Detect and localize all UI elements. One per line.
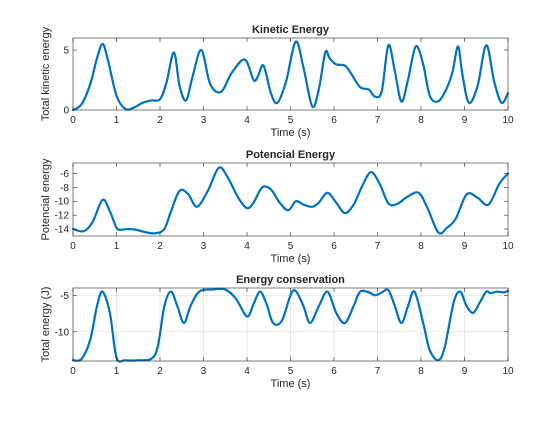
chart1-x-tick-label-0: 0 (70, 115, 76, 126)
chart2-x-tick-label-6: 6 (331, 241, 337, 252)
chart3-x-tick-label-7: 7 (375, 366, 381, 377)
chart1-x-tick-label-5: 5 (288, 115, 294, 126)
chart3-x-tick-label-8: 8 (418, 366, 424, 377)
chart2-y-tick-label-3: -8 (60, 183, 69, 194)
chart1-x-tick-label-4: 4 (244, 115, 250, 126)
chart2-y-tick-label-2: -10 (55, 197, 70, 208)
chart3-series-line-0 (71, 287, 510, 363)
chart3-x-axis-label: Time (s) (271, 378, 311, 390)
chart1-x-tick-label-8: 8 (418, 115, 424, 126)
chart1-series-line-0 (71, 40, 510, 112)
chart3-x-tick-label-0: 0 (70, 366, 76, 377)
chart2-x-tick-label-3: 3 (201, 241, 207, 252)
chart3-x-tick-label-3: 3 (201, 366, 207, 377)
chart1-x-tick-label-2: 2 (157, 115, 163, 126)
chart3-x-tick-label-6: 6 (331, 366, 337, 377)
chart1-title: Kinetic Energy (252, 24, 330, 36)
chart2-series-line-0 (71, 166, 510, 235)
chart2-x-axis-label: Time (s) (271, 253, 311, 265)
chart1-y-tick-label-1: 5 (63, 46, 69, 57)
chart2-x-tick-label-5: 5 (288, 241, 294, 252)
chart1-y-tick-label-0: 0 (63, 106, 69, 117)
chart1-x-tick-label-10: 10 (502, 115, 514, 126)
chart3-title: Energy conservation (236, 274, 345, 286)
chart1-plot-area (73, 38, 508, 110)
chart1-x-tick-label-9: 9 (462, 115, 468, 126)
chart3-x-tick-label-2: 2 (157, 366, 163, 377)
chart2-x-tick-label-9: 9 (462, 241, 468, 252)
chart2-title: Potencial Energy (246, 149, 336, 161)
chart2-x-tick-label-8: 8 (418, 241, 424, 252)
chart2-y-tick-label-0: -14 (55, 225, 70, 236)
chart2-x-tick-label-10: 10 (502, 241, 514, 252)
chart2-y-tick-label-1: -12 (55, 211, 70, 222)
chart2-x-tick-label-7: 7 (375, 241, 381, 252)
chart3-x-tick-label-9: 9 (462, 366, 468, 377)
chart2-y-axis-label: Potencial energy (40, 158, 52, 240)
chart1-x-tick-label-1: 1 (114, 115, 120, 126)
chart3-y-tick-label-1: -5 (60, 291, 69, 302)
chart1-x-tick-label-3: 3 (201, 115, 207, 126)
chart2-x-tick-label-2: 2 (157, 241, 163, 252)
chart3-x-tick-label-10: 10 (502, 366, 514, 377)
chart2-x-tick-label-1: 1 (114, 241, 120, 252)
chart3-x-tick-label-5: 5 (288, 366, 294, 377)
chart3-y-tick-label-0: -10 (55, 327, 70, 338)
chart1-y-axis-label: Total kinetic energy (40, 26, 52, 121)
chart3-y-axis-label: Total energy (J) (40, 287, 52, 363)
chart1-x-tick-label-7: 7 (375, 115, 381, 126)
chart2-y-tick-label-4: -6 (60, 169, 69, 180)
chart1-x-axis-label: Time (s) (271, 127, 311, 139)
chart2-x-tick-label-4: 4 (244, 241, 250, 252)
chart1-x-tick-label-6: 6 (331, 115, 337, 126)
chart2-x-tick-label-0: 0 (70, 241, 76, 252)
chart3-x-tick-label-1: 1 (114, 366, 120, 377)
chart3-x-tick-label-4: 4 (244, 366, 250, 377)
chart2-plot-area (73, 163, 508, 236)
